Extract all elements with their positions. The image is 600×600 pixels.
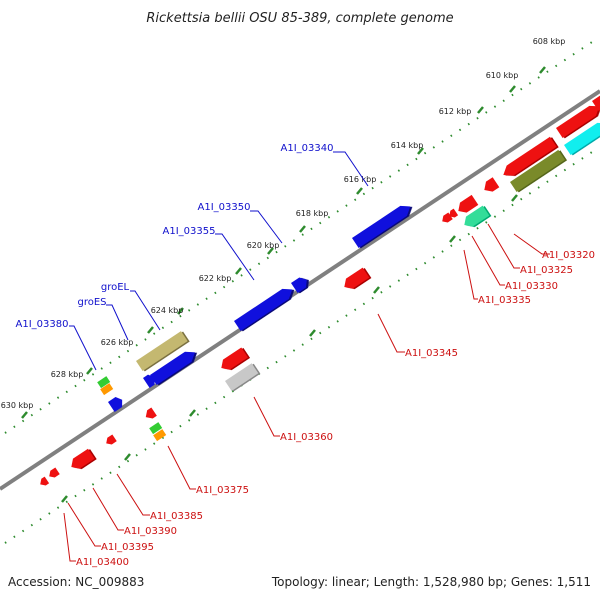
gene-label[interactable]: A1I_03355 [163, 226, 216, 237]
gene-label[interactable]: groES [77, 297, 106, 308]
tick-label: 622 kbp [199, 274, 232, 283]
gene-a1i-03345[interactable] [341, 267, 370, 292]
reverse-gene-labels: A1I_03320 A1I_03325 A1I_03330 A1I_03335 … [76, 250, 595, 568]
gene-a1i-03350[interactable] [291, 275, 310, 293]
gene-cyan[interactable] [564, 118, 600, 155]
gene-label[interactable]: A1I_03360 [280, 432, 333, 443]
gene-a1i-03380[interactable] [108, 395, 125, 412]
gene-label[interactable]: A1I_03380 [16, 319, 69, 330]
gene-label[interactable]: A1I_03340 [281, 143, 334, 154]
tick-label: 626 kbp [101, 338, 134, 347]
gene-label[interactable]: A1I_03350 [198, 202, 251, 213]
gene-a1i-03335[interactable] [461, 205, 490, 230]
gene-a1i-03360[interactable] [225, 363, 259, 391]
gene-a1i-03390[interactable] [68, 448, 95, 472]
gene-label[interactable]: A1I_03395 [101, 542, 154, 553]
gene-red[interactable] [592, 93, 600, 111]
map-title: Rickettsia bellii OSU 85-389, complete g… [146, 11, 453, 26]
gene-block[interactable] [150, 347, 198, 385]
gene-small-green[interactable] [97, 376, 111, 389]
gene-red[interactable] [143, 407, 157, 421]
tick-label: 608 kbp [533, 37, 566, 46]
gene-red[interactable] [556, 101, 600, 138]
gene-red[interactable] [218, 347, 248, 373]
gene-label[interactable]: A1I_03385 [150, 511, 203, 522]
tick-label: 618 kbp [296, 209, 329, 218]
gene-label[interactable]: groEL [101, 282, 130, 293]
tick-label: 610 kbp [486, 71, 519, 80]
tick-label: 614 kbp [391, 141, 424, 150]
tick-label: 624 kbp [151, 306, 184, 315]
gene-a1i-03400[interactable] [38, 476, 50, 488]
gene-label[interactable]: A1I_03325 [520, 265, 573, 276]
forward-genes [97, 93, 600, 412]
gene-groes[interactable] [143, 372, 158, 388]
tick-label: 616 kbp [344, 175, 377, 184]
gene-red[interactable] [500, 136, 557, 180]
tick-labels: 608 kbp 610 kbp 612 kbp 614 kbp 616 kbp … [1, 37, 566, 410]
gene-label[interactable]: A1I_03375 [196, 485, 249, 496]
forward-leaders [69, 151, 369, 371]
gene-a1i-03385[interactable] [104, 434, 117, 446]
gene-a1i-03340[interactable] [352, 201, 414, 248]
gene-a1i-03355[interactable] [234, 284, 296, 331]
gene-small-orange[interactable] [100, 383, 114, 396]
gene-a1i-03395[interactable] [47, 467, 60, 479]
tick-label: 630 kbp [1, 401, 34, 410]
gene-label[interactable]: A1I_03335 [478, 295, 531, 306]
gene-label[interactable]: A1I_03330 [505, 281, 558, 292]
gene-a1i-03320[interactable] [455, 194, 479, 216]
gene-label[interactable]: A1I_03345 [405, 348, 458, 359]
gene-a1i-03375[interactable] [153, 429, 167, 442]
gene-a1i-03325[interactable] [440, 212, 453, 224]
gene-label[interactable]: A1I_03400 [76, 557, 129, 568]
gene-label[interactable]: A1I_03390 [124, 526, 177, 537]
accession-text: Accession: NC_009883 [8, 575, 144, 589]
gene-small-green[interactable] [149, 422, 163, 435]
tick-label: 628 kbp [51, 370, 84, 379]
forward-tick-track [4, 39, 596, 434]
reverse-leaders [63, 223, 550, 562]
gene-groel[interactable] [136, 331, 188, 371]
tick-label: 620 kbp [247, 241, 280, 250]
reverse-genes [38, 136, 565, 488]
gene-label[interactable]: A1I_03320 [542, 250, 595, 261]
gene-red[interactable] [481, 177, 500, 195]
gene-a1i-03330[interactable] [447, 208, 459, 220]
forward-gene-labels: A1I_03340 A1I_03350 A1I_03355 groEL groE… [16, 143, 334, 330]
gene-olive[interactable] [510, 149, 565, 192]
genome-summary-text: Topology: linear; Length: 1,528,980 bp; … [271, 575, 591, 589]
tick-label: 612 kbp [439, 107, 472, 116]
